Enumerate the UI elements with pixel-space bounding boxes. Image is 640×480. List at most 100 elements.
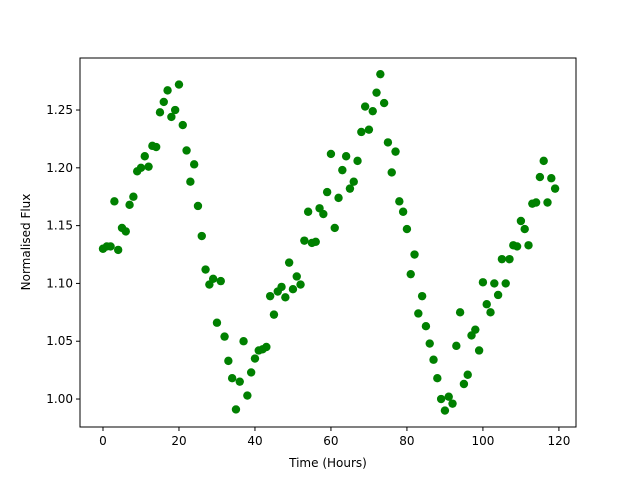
point	[277, 282, 286, 292]
point	[303, 207, 313, 216]
point	[220, 332, 229, 341]
point	[436, 394, 446, 404]
point	[201, 265, 210, 274]
point	[319, 209, 328, 219]
point	[345, 184, 355, 193]
point	[444, 392, 453, 401]
x-tick-label: 40	[247, 434, 262, 448]
point	[136, 163, 146, 173]
point	[281, 293, 290, 302]
point	[455, 308, 465, 317]
point	[353, 156, 362, 166]
y-tick-label: 1.10	[46, 276, 73, 290]
point	[189, 160, 199, 169]
point	[383, 138, 393, 147]
point	[246, 368, 256, 377]
point	[406, 269, 415, 279]
point	[433, 374, 442, 383]
point	[311, 237, 320, 247]
point	[505, 254, 514, 264]
point	[452, 341, 461, 351]
point	[421, 321, 431, 331]
point	[182, 146, 191, 155]
point	[129, 192, 138, 201]
point	[535, 172, 545, 182]
point	[174, 80, 184, 89]
point	[516, 216, 526, 226]
point	[231, 405, 241, 414]
point	[296, 280, 305, 289]
point	[334, 193, 343, 203]
point	[490, 279, 499, 288]
point	[155, 108, 165, 117]
point	[239, 337, 248, 346]
point	[163, 86, 172, 95]
point	[524, 241, 533, 250]
point	[151, 142, 161, 152]
point	[322, 187, 332, 197]
point	[170, 105, 180, 115]
point	[193, 201, 203, 211]
point	[497, 254, 507, 264]
point	[539, 156, 548, 166]
point	[395, 197, 404, 206]
point	[265, 291, 275, 301]
point	[414, 309, 423, 318]
point	[292, 272, 301, 281]
y-tick-label: 1.00	[46, 392, 73, 406]
x-tick-label: 80	[399, 434, 414, 448]
point	[478, 278, 488, 287]
x-tick-label: 100	[471, 434, 494, 448]
x-axis-label: Time (Hours)	[288, 456, 367, 470]
point	[121, 227, 130, 236]
point	[463, 370, 472, 379]
point	[398, 207, 408, 216]
point	[349, 177, 358, 186]
point	[235, 377, 244, 386]
point	[531, 198, 541, 207]
point	[341, 152, 351, 161]
point	[357, 127, 366, 137]
point	[410, 250, 419, 259]
point	[144, 162, 153, 171]
point	[269, 310, 279, 319]
point	[543, 198, 552, 207]
point	[125, 200, 134, 210]
point	[360, 102, 370, 111]
point	[140, 152, 149, 161]
point	[288, 285, 298, 294]
y-axis-label: Normalised Flux	[19, 194, 33, 291]
point	[429, 355, 438, 364]
y-tick-label: 1.05	[46, 334, 73, 348]
point	[338, 165, 347, 175]
point	[186, 177, 195, 186]
y-tick-label: 1.15	[46, 219, 73, 233]
point	[106, 242, 115, 251]
point	[300, 236, 309, 245]
point	[110, 197, 119, 206]
point	[448, 399, 457, 408]
point	[364, 125, 374, 134]
point	[250, 354, 260, 363]
point	[440, 406, 450, 415]
point	[224, 356, 233, 366]
x-tick-label: 60	[323, 434, 338, 448]
point	[372, 88, 381, 97]
point	[197, 231, 206, 241]
y-tick-label: 1.20	[46, 161, 73, 175]
point	[471, 325, 480, 334]
point	[391, 147, 400, 156]
point	[486, 308, 495, 317]
x-tick-label: 0	[99, 434, 107, 448]
point	[387, 168, 396, 177]
point	[243, 391, 252, 400]
point	[550, 184, 560, 193]
point	[402, 224, 412, 234]
point	[227, 374, 237, 383]
point	[474, 346, 484, 355]
point	[425, 339, 434, 348]
point	[547, 174, 556, 183]
point	[178, 120, 187, 130]
point	[262, 342, 271, 352]
